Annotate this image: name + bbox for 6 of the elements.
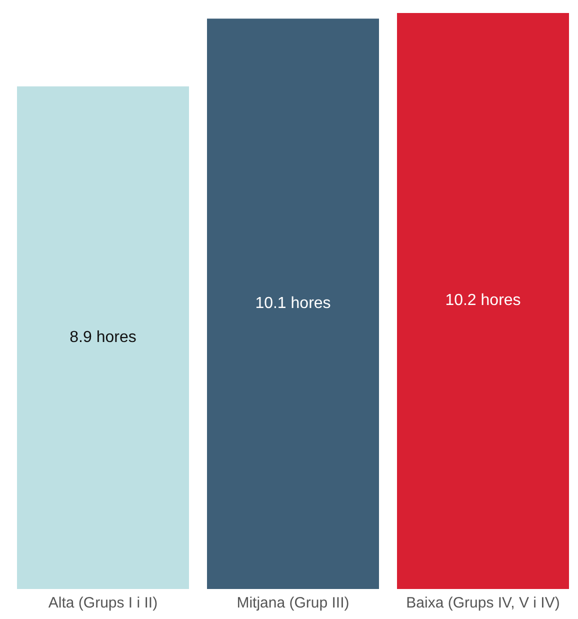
data-label: 10.1 hores [255,295,331,312]
x-tick-label: Baixa (Grups IV, V i IV) [406,594,560,612]
x-tick-label: Alta (Grups I i II) [48,594,158,612]
data-label: 10.2 hores [445,292,521,310]
data-label: 8.9 hores [70,328,136,346]
x-tick-label: Mitjana (Grup III) [236,594,350,612]
